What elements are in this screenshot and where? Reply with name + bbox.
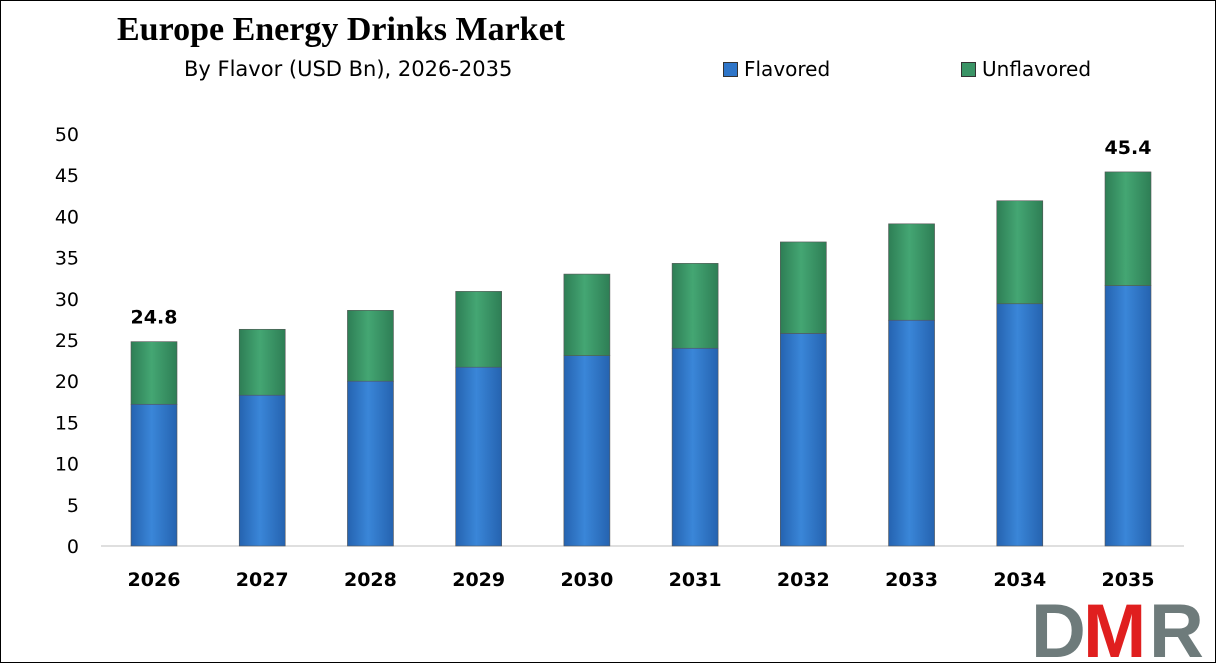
bar-flavored-2029 [455,366,502,547]
x-tick-label: 2032 [777,569,830,591]
x-tick-label: 2028 [344,569,397,591]
data-label: 24.8 [131,307,178,329]
bar-flavored-2032 [780,333,827,547]
x-tick-label: 2027 [236,569,289,591]
svg-text:D: D [1031,599,1086,661]
y-tick-label: 0 [67,536,79,558]
y-tick-label: 5 [67,495,79,517]
bar-unflavored-2027 [238,328,286,396]
bar-flavored-2026 [130,403,178,547]
bar-flavored-2027 [238,394,286,547]
y-tick-label: 35 [55,248,79,270]
bar-flavored-2028 [347,380,394,547]
y-tick-label: 40 [55,206,79,228]
x-tick-label: 2033 [885,569,938,591]
bar-flavored-2035 [1104,285,1152,547]
bar-unflavored-2034 [996,200,1044,305]
y-tick-label: 15 [55,412,79,434]
bar-unflavored-2035 [1104,171,1152,286]
legend-swatch-flavored [723,61,738,77]
chart-subtitle: By Flavor (USD Bn), 2026-2035 [184,57,513,81]
x-tick-label: 2029 [452,569,505,591]
legend-swatch-unflavored [961,61,976,77]
bar-flavored-2033 [888,319,935,547]
y-tick-label: 25 [55,330,79,352]
x-tick-label: 2035 [1102,569,1155,591]
bar-unflavored-2026 [130,341,178,405]
y-tick-label: 50 [55,124,79,146]
legend-label-unflavored: Unflavored [982,57,1092,81]
y-tick-label: 10 [55,454,79,476]
legend-item-unflavored: Unflavored [961,57,1091,81]
svg-text:R: R [1149,599,1204,661]
bar-flavored-2030 [563,355,611,547]
y-tick-label: 20 [55,371,79,393]
bar-unflavored-2029 [455,291,502,368]
x-tick-label: 2031 [669,569,722,591]
bar-flavored-2034 [996,303,1044,547]
y-tick-label: 30 [55,289,79,311]
x-tick-label: 2026 [128,569,181,591]
bar-unflavored-2033 [888,223,935,321]
data-label: 45.4 [1105,137,1152,159]
bar-unflavored-2030 [563,273,611,356]
svg-text:M: M [1083,599,1146,661]
chart-title: Europe Energy Drinks Market [117,11,565,48]
x-tick-label: 2030 [560,569,613,591]
bar-unflavored-2031 [671,263,719,349]
dmr-logo: D M R [1031,599,1204,661]
bar-unflavored-2028 [347,310,394,382]
legend-label-flavored: Flavored [744,57,831,81]
y-tick-label: 45 [55,165,79,187]
bar-flavored-2031 [671,347,719,547]
bar-unflavored-2032 [780,241,827,334]
x-tick-label: 2034 [993,569,1046,591]
legend-item-flavored: Flavored [723,57,830,81]
